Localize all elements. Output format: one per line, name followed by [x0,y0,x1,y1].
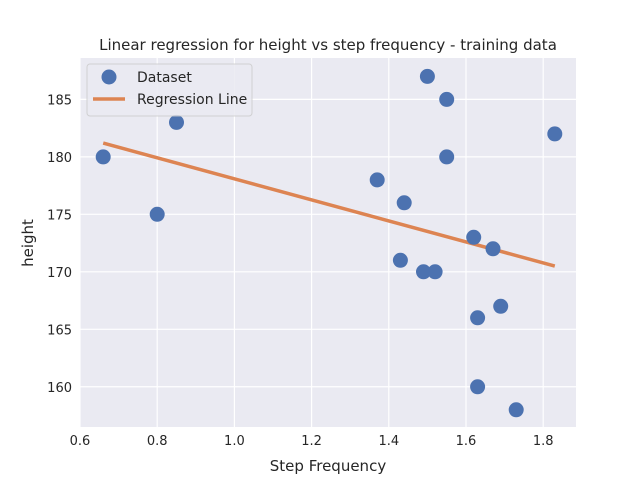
data-point [485,241,501,257]
data-point [439,149,455,165]
data-point [547,126,563,142]
points-layer [95,68,563,418]
data-point [427,264,443,280]
data-point [396,195,412,211]
data-point [466,229,482,245]
x-axis-label: Step Frequency [270,457,387,475]
data-point [470,310,486,326]
data-point [369,172,385,188]
x-tick-labels: 0.6 0.8 1.0 1.2 1.4 1.6 1.8 [70,434,554,449]
x-tick-label: 0.8 [147,434,168,449]
x-tick-label: 1.8 [533,434,554,449]
x-tick-label: 1.4 [378,434,399,449]
legend-marker-dataset [101,69,117,85]
y-tick-labels: 160 165 170 175 180 185 [47,93,72,395]
y-tick-label: 165 [47,323,72,338]
y-tick-label: 160 [47,381,72,396]
y-axis-label: height [19,219,37,267]
x-tick-label: 0.6 [70,434,91,449]
y-tick-label: 175 [47,208,72,223]
data-point [419,68,435,84]
legend-label-regression-line: Regression Line [137,92,247,108]
data-point [95,149,111,165]
chart-title: Linear regression for height vs step fre… [99,36,557,54]
regression-line [102,141,556,268]
data-point [508,402,524,418]
y-tick-label: 185 [47,93,72,108]
y-tick-label: 170 [47,266,72,281]
data-point [470,379,486,395]
data-point [392,252,408,268]
data-point [493,298,509,314]
grid [79,58,576,427]
data-point [149,206,165,222]
data-point [439,91,455,107]
x-tick-label: 1.2 [301,434,322,449]
y-tick-label: 180 [47,151,72,166]
legend-box [86,63,253,117]
legend: Dataset Regression Line [86,63,253,117]
data-point [416,264,431,280]
regression-layer [102,141,556,268]
x-tick-label: 1.0 [224,434,245,449]
legend-label-dataset: Dataset [137,70,192,86]
data-point [169,114,184,130]
x-tick-label: 1.6 [456,434,477,449]
